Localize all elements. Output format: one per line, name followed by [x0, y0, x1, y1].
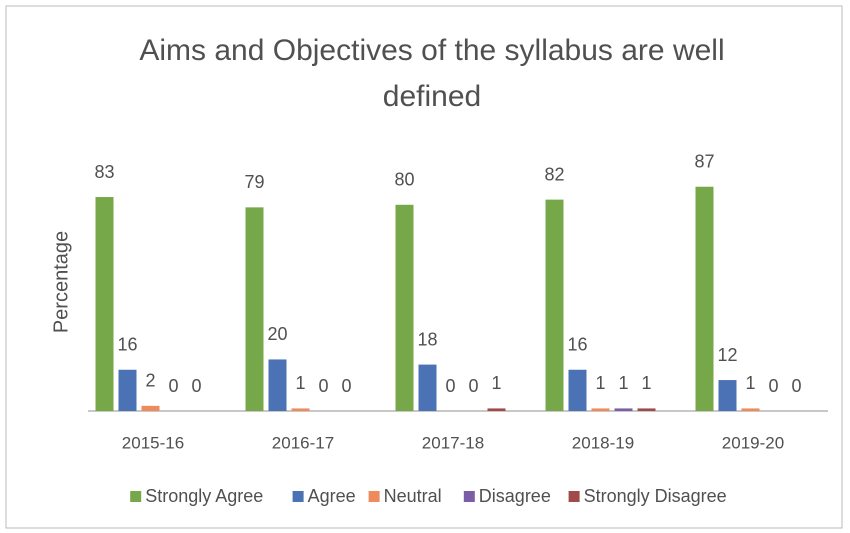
- data-label: 1: [745, 373, 755, 393]
- data-label: 80: [394, 170, 414, 190]
- y-axis-label: Percentage: [50, 231, 72, 333]
- bar: [568, 369, 587, 411]
- data-label: 20: [267, 324, 287, 344]
- bar: [245, 207, 264, 411]
- data-label: 1: [618, 373, 628, 393]
- x-tick-label: 2016-17: [272, 433, 334, 452]
- data-label: 2: [145, 371, 155, 391]
- bar: [637, 408, 656, 411]
- legend-swatch: [368, 491, 380, 502]
- data-label: 16: [567, 335, 587, 355]
- bar: [95, 197, 114, 411]
- legend-label: Neutral: [384, 486, 442, 506]
- data-label: 1: [491, 373, 501, 393]
- bar: [418, 364, 437, 411]
- data-label: 0: [191, 376, 201, 396]
- data-label: 0: [768, 376, 778, 396]
- data-label: 16: [117, 335, 137, 355]
- data-label: 1: [295, 373, 305, 393]
- legend-swatch: [292, 491, 304, 502]
- x-tick-label: 2017-18: [422, 433, 484, 452]
- bar: [291, 408, 310, 411]
- data-label: 79: [244, 172, 264, 192]
- x-tick-label: 2018-19: [572, 433, 634, 452]
- x-tick-label: 2019-20: [722, 433, 784, 452]
- data-label: 0: [791, 376, 801, 396]
- data-label: 0: [445, 376, 455, 396]
- data-label: 0: [468, 376, 478, 396]
- bar: [141, 405, 160, 411]
- x-tick-label: 2015-16: [122, 433, 184, 452]
- bar: [118, 369, 137, 411]
- bar: [591, 408, 610, 411]
- legend-swatch: [463, 491, 475, 502]
- legend-swatch: [130, 491, 142, 502]
- bar: [614, 408, 633, 411]
- data-label: 0: [341, 376, 351, 396]
- bar: [718, 380, 737, 411]
- data-label: 82: [544, 164, 564, 184]
- data-label: 87: [694, 151, 714, 171]
- data-label: 1: [595, 373, 605, 393]
- bar: [741, 408, 760, 411]
- bar: [487, 408, 506, 411]
- data-label: 83: [94, 162, 114, 182]
- legend-swatch: [568, 491, 580, 502]
- data-label: 0: [168, 376, 178, 396]
- data-label: 12: [717, 345, 737, 365]
- bar: [395, 204, 414, 411]
- chart-title: Aims and Objectives of the syllabus are …: [139, 34, 724, 67]
- legend-label: Strongly Disagree: [584, 486, 727, 506]
- data-label: 18: [417, 329, 437, 349]
- legend-label: Agree: [308, 486, 356, 506]
- data-label: 0: [318, 376, 328, 396]
- legend-label: Strongly Agree: [145, 486, 263, 506]
- bar: [268, 359, 287, 411]
- legend-label: Disagree: [479, 486, 551, 506]
- bar: [545, 199, 564, 411]
- chart-title: defined: [383, 80, 481, 113]
- data-label: 1: [641, 373, 651, 393]
- bar: [695, 186, 714, 411]
